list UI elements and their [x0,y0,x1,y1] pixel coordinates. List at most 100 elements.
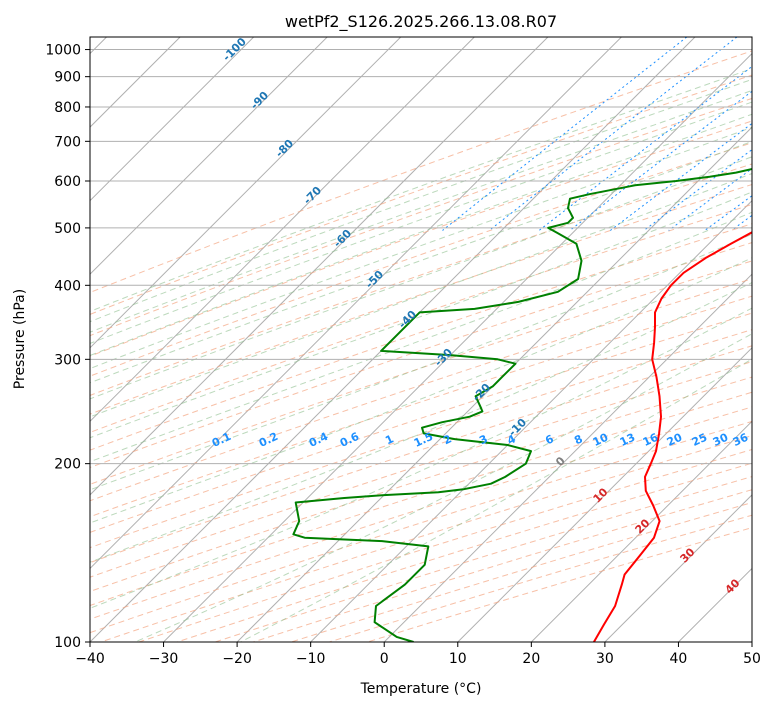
mixing-ratio-line [770,37,775,231]
dry-adiabat-line [329,514,752,642]
background-lines [90,37,775,642]
mixing-ratio-label: 20 [665,431,685,449]
isotherm-line [236,126,752,642]
dry-adiabat-label: -80 [273,137,296,160]
mixing-ratio-line [643,149,752,231]
dry-adiabat-line [90,183,752,415]
mixing-ratio-label: 36 [731,431,751,449]
isotherm-line [530,420,752,642]
moist-adiabat-line [90,78,752,323]
dry-adiabat-line [90,329,752,549]
moist-adiabat-line [90,156,752,400]
moist-adiabat-line [90,140,752,384]
dewpoint-profile [292,168,752,642]
isotherm-line [90,37,255,202]
mixing-ratio-label: 13 [618,431,637,449]
dry-adiabat-label: -30 [432,346,455,369]
isotherm-line [383,273,752,642]
dry-adiabat-line [90,242,752,469]
y-tick-label: 300 [54,352,81,368]
y-tick-label: 400 [54,278,81,294]
dry-adiabat-line [90,163,752,396]
x-axis-label: Temperature (°C) [360,681,482,697]
isotherm-line [90,37,549,496]
y-tick-label: 700 [54,134,81,150]
dry-adiabat-line [100,435,752,642]
moist-adiabat-line [90,233,752,491]
plot-frame [89,36,753,643]
mixing-ratio-label: 0.6 [338,430,361,450]
pressure-grid [90,49,752,642]
x-axis-ticks: −40 −30 −20 −10 0 10 20 30 40 50 [75,642,761,667]
temperature-profile [593,231,752,642]
chart-title: wetPf2_S126.2025.266.13.08.R07 [285,12,557,32]
moist-adiabat-line [90,68,752,312]
y-axis-ticks: 100 200 300 400 500 600 700 800 900 1000 [45,43,90,651]
y-tick-label: 600 [54,174,81,190]
moist-adiabat-line [90,89,752,333]
series-layer [292,168,752,642]
moist-adiabat-line [90,307,752,609]
dry-adiabat-line [90,260,752,485]
mixing-ratio-label: 30 [711,431,731,449]
moist-adiabat-line [240,358,752,642]
dry-adiabat-line [90,345,752,564]
moist-adiabat-line [134,333,752,642]
dry-adiabat-line [90,278,752,502]
mixing-ratio-label: 0.2 [257,430,280,450]
moist-adiabat-line [90,211,752,463]
dry-adiabat-line [90,223,752,451]
isotherm-line [751,641,752,642]
isotherm-line [90,37,622,570]
mixing-ratio-label: 0.4 [307,430,330,450]
dry-adiabat-line [90,203,752,433]
dry-adiabat-line [90,312,752,533]
moist-adiabat-line [90,191,752,439]
isotherm-line [310,199,752,642]
x-tick-label: 30 [596,651,614,667]
mixing-ratio-line [609,122,752,231]
mixing-ratio-line [668,167,752,231]
moist-adiabat-line [90,126,752,370]
x-tick-label: 0 [380,651,389,667]
x-tick-label: −20 [222,651,252,667]
mixing-ratio-label: 0.1 [210,430,233,450]
moist-adiabat-line [90,257,752,524]
y-tick-label: 800 [54,100,81,116]
mixing-ratio-line [538,65,752,231]
x-tick-label: −30 [149,651,179,667]
mixing-ratio-label: 25 [690,431,709,449]
dry-adiabat-label: -60 [331,227,354,250]
dry-adiabat-line [90,142,752,377]
moist-adiabat-line [90,281,752,563]
dry-adiabat-line [90,391,752,607]
moist-adiabat-label: 10 [591,485,611,505]
moist-adiabat-line [90,113,752,357]
dry-adiabat-label: -90 [248,89,271,112]
dry-adiabat-line [90,50,752,294]
isotherm-line [90,37,475,423]
y-tick-label: 500 [54,221,81,237]
y-axis-label: Pressure (hPa) [12,289,28,389]
x-tick-label: 20 [522,651,540,667]
y-tick-label: 100 [54,635,81,651]
dry-adiabat-line [90,120,752,357]
dry-adiabat-line [90,295,752,518]
x-tick-label: 10 [449,651,467,667]
x-tick-label: 50 [743,651,761,667]
dry-adiabat-line [90,376,752,592]
mixing-ratio-label: 10 [591,431,611,449]
mixing-ratio-line [442,37,688,231]
dry-adiabat-line [90,361,752,578]
dry-adiabat-line [291,502,752,642]
dry-adiabat-line [90,97,752,337]
isotherm-line [90,37,402,349]
x-tick-label: −10 [296,651,326,667]
mixing-ratio-label: 16 [641,431,661,449]
dry-adiabat-line [90,74,752,315]
dry-adiabat-label: -50 [363,268,386,291]
y-tick-label: 200 [54,457,81,473]
isotherm-line [90,37,328,275]
moist-adiabat-label: 20 [633,516,653,536]
moist-adiabat-line [90,101,752,344]
